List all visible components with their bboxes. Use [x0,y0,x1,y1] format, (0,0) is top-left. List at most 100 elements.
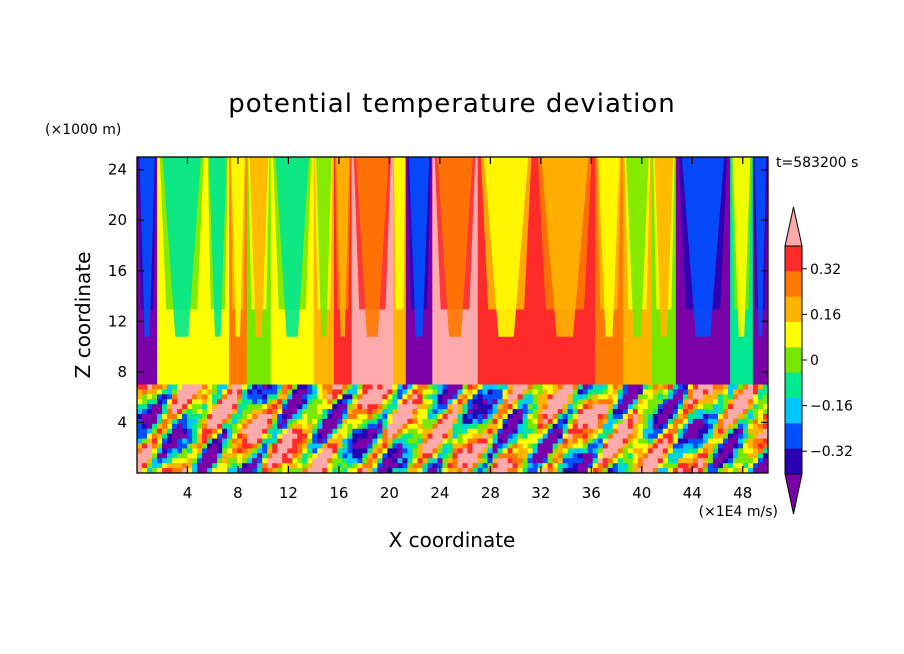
lower-cell [737,404,744,410]
lower-cell [397,418,404,425]
lower-cell [312,463,318,469]
lower-cell [287,409,293,415]
lower-cell [347,468,353,473]
lower-cell [752,394,759,400]
lower-cell [197,433,203,440]
lower-cell [452,394,459,400]
lower-cell [427,418,434,425]
lower-cell [527,418,534,425]
lower-cell [227,438,233,445]
lower-cell [362,468,368,473]
lower-cell [237,443,243,450]
lower-cell [422,468,429,473]
lower-cell [202,463,208,469]
lower-cell [552,414,559,420]
lower-cell [562,414,569,420]
lower-cell [672,448,679,454]
lower-cell [292,423,298,430]
lower-cell [177,423,183,430]
lower-cell [582,418,589,425]
lower-cell [567,443,574,450]
lower-cell [367,448,373,454]
lower-cell [677,384,684,391]
lower-cell [532,423,539,430]
lower-cell [537,394,544,400]
lower-cell [372,409,378,415]
lower-cell [532,404,539,410]
lower-cell [407,404,414,410]
lower-cell [602,463,609,469]
lower-cell [632,418,639,425]
lower-cell [382,443,388,450]
lower-cell [612,468,619,473]
lower-cell [577,389,584,395]
lower-cell [457,389,464,395]
lower-cell [737,423,744,430]
lower-cell [732,404,739,410]
lower-cell [367,453,373,459]
lower-cell [287,404,293,410]
lower-cell [477,414,484,420]
lower-cell [257,409,263,415]
lower-cell [272,463,278,469]
lower-cell [417,414,424,420]
lower-cell [347,448,353,454]
lower-cell [742,384,749,391]
lower-cell [262,384,268,391]
lower-cell [402,433,409,440]
lower-cell [567,433,574,440]
lower-cell [652,394,659,400]
lower-cell [292,443,298,450]
lower-cell [517,399,524,405]
lower-cell [717,458,724,464]
lower-cell [357,394,363,400]
lower-cell [337,428,343,435]
lower-cell [197,458,203,464]
colorbar-swatch [785,423,802,450]
lower-cell [332,428,338,435]
lower-cell [372,384,378,391]
lower-cell [512,468,519,473]
lower-cell [212,453,218,459]
lower-cell [282,463,288,469]
lower-cell [602,423,609,430]
lower-cell [542,448,549,454]
lower-cell [752,399,759,405]
x-tick-label: 12 [279,484,298,502]
lower-cell [212,468,218,473]
lower-cell [627,458,634,464]
lower-cell [632,438,639,445]
lower-cell [247,458,253,464]
lower-cell [242,418,248,425]
lower-cell [157,453,163,459]
lower-cell [532,453,539,459]
lower-cell [207,428,213,435]
lower-cell [437,394,444,400]
lower-cell [247,428,253,435]
lower-cell [657,458,664,464]
lower-cell [502,418,509,425]
lower-cell [702,404,709,410]
lower-cell [482,409,489,415]
lower-cell [702,418,709,425]
lower-cell [477,394,484,400]
lower-cell [392,458,399,464]
lower-cell [632,414,639,420]
lower-cell [382,453,388,459]
lower-cell [642,453,649,459]
lower-cell [677,394,684,400]
lower-cell [692,394,699,400]
lower-cell [297,414,303,420]
lower-cell [607,384,614,391]
lower-cell [232,414,238,420]
lower-cell [607,468,614,473]
lower-cell [697,438,704,445]
lower-cell [272,433,278,440]
lower-cell [537,438,544,445]
lower-cell [622,453,629,459]
lower-cell [682,453,689,459]
lower-cell [187,404,193,410]
lower-cell [567,438,574,445]
lower-cell [582,384,589,391]
lower-cell [747,384,754,391]
